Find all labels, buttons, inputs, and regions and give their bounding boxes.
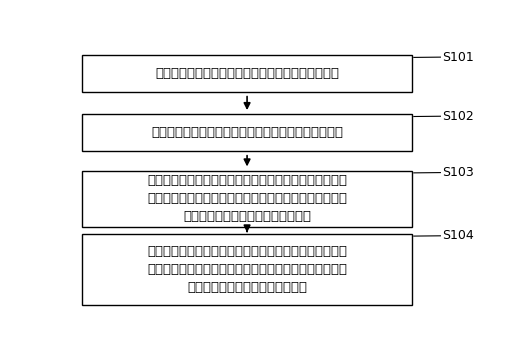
Text: 由同一位置处的超声波接收装置接收反射的超声波信号: 由同一位置处的超声波接收装置接收反射的超声波信号 — [151, 126, 343, 139]
Text: S102: S102 — [442, 110, 474, 123]
Text: S101: S101 — [442, 51, 474, 64]
Text: S104: S104 — [442, 229, 474, 242]
Bar — [82, 234, 412, 305]
Text: 由超声波发射装置向蓄水池池底方向发射超声波信号: 由超声波发射装置向蓄水池池底方向发射超声波信号 — [155, 67, 339, 80]
Text: 由处理器根据超声波发射装置发出的超声波信号的第一时
刻到达超声波接收装置接收反射的超声波信号的第二时刻
之间的时间差，计算获得当前的水位: 由处理器根据超声波发射装置发出的超声波信号的第一时 刻到达超声波接收装置接收反射… — [147, 174, 347, 223]
Bar — [82, 55, 412, 92]
Bar — [82, 114, 412, 151]
Text: S103: S103 — [442, 166, 474, 179]
Bar — [82, 171, 412, 227]
Text: 在当前的水位低于第一预设水位时，由处理器控制开启蓄
水池的进水阀门，在当前的水位高于第二预设水位时，由
处理器控制开启蓄水池的放水阀门: 在当前的水位低于第一预设水位时，由处理器控制开启蓄 水池的进水阀门，在当前的水位… — [147, 245, 347, 294]
